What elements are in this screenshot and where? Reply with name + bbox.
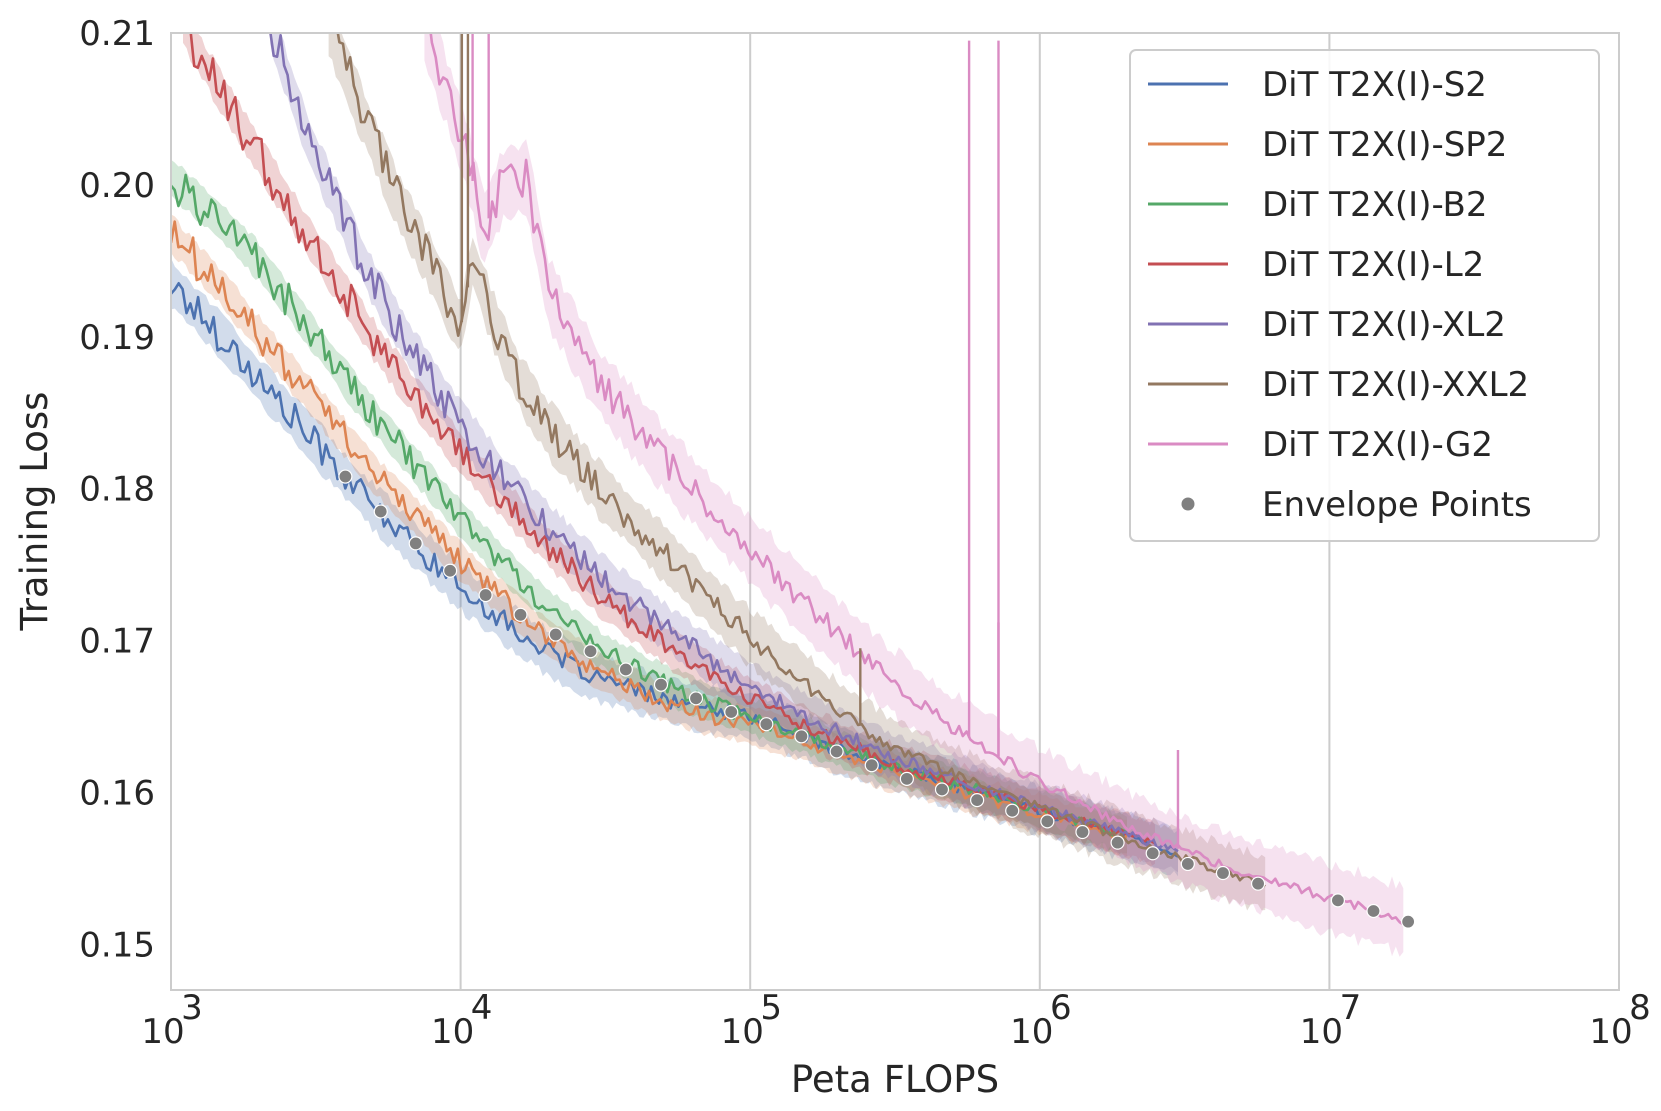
legend-box: [1129, 49, 1600, 542]
legend-label: DiT T2X(I)-S2: [1262, 65, 1487, 105]
legend-swatch: [1181, 497, 1195, 511]
y-tick-label: 0.19: [79, 318, 155, 358]
envelope-points: [338, 469, 1416, 929]
legend-entry: DiT T2X(I)-B2: [1148, 185, 1487, 225]
legend-label: Envelope Points: [1262, 485, 1532, 525]
x-tick-exponent: 3: [181, 988, 203, 1028]
envelope-point: [934, 782, 950, 797]
x-tick-base: 10: [721, 1012, 764, 1052]
legend-entry: DiT T2X(I)-L2: [1148, 245, 1484, 285]
legend: DiT T2X(I)-S2 DiT T2X(I)-SP2 DiT T2X(I)-B2…: [1129, 49, 1600, 542]
plot-frame: [170, 32, 1620, 991]
envelope-point: [759, 717, 774, 732]
series-line: [330, 33, 1266, 888]
x-axis-label: Peta FLOPS: [791, 1058, 999, 1101]
legend-entry: DiT T2X(I)-SP2: [1148, 125, 1507, 165]
y-tick-label: 0.15: [79, 925, 155, 965]
legend-entry: DiT T2X(I)-XXL2: [1148, 365, 1529, 405]
y-tick-labels: 0.15 0.16 0.17 0.18 0.19 0.20 0.21: [79, 14, 155, 965]
x-tick-exponent: 8: [1629, 988, 1651, 1028]
x-tick-base: 10: [1300, 1012, 1343, 1052]
series-band: [424, 33, 1404, 957]
y-tick-label: 0.18: [79, 470, 155, 510]
y-tick-label: 0.20: [79, 166, 155, 206]
envelope-point: [1330, 893, 1346, 908]
x-tick-exponent: 4: [471, 988, 493, 1028]
envelope-point: [1110, 835, 1125, 850]
envelope-point: [1250, 876, 1266, 891]
x-tick-base: 10: [431, 1012, 474, 1052]
envelope-point: [899, 771, 914, 786]
x-tick-base: 10: [141, 1012, 184, 1052]
envelope-point: [618, 662, 633, 677]
series-line: [429, 33, 1405, 926]
envelope-point: [1040, 814, 1055, 829]
confidence-bands: [171, 33, 1404, 957]
x-tick-exponent: 6: [1050, 988, 1072, 1028]
x-tick-label: 108: [1589, 988, 1650, 1052]
envelope-point: [864, 758, 879, 773]
legend-label: DiT T2X(I)-B2: [1262, 185, 1487, 225]
envelope-point: [1145, 846, 1160, 861]
envelope-point: [408, 536, 423, 551]
x-tick-base: 10: [1589, 1012, 1632, 1052]
x-tick-label: 107: [1300, 988, 1361, 1052]
envelope-point: [1401, 914, 1416, 929]
legend-label: DiT T2X(I)-XL2: [1262, 305, 1506, 345]
legend-entry: Envelope Points: [1181, 485, 1532, 525]
envelope-point: [1215, 865, 1231, 881]
legend-label: DiT T2X(I)-SP2: [1262, 125, 1507, 165]
envelope-point: [794, 729, 809, 744]
y-tick-label: 0.16: [79, 774, 155, 814]
series-lines: [171, 33, 1405, 926]
envelope-point: [583, 644, 598, 659]
envelope-point: [443, 563, 458, 578]
legend-label: DiT T2X(I)-L2: [1262, 245, 1484, 285]
y-axis-label: Training Loss: [13, 392, 56, 632]
x-tick-label: 105: [721, 988, 782, 1052]
series-band: [171, 257, 1178, 877]
x-tick-label: 104: [431, 988, 492, 1052]
x-tick-base: 10: [1010, 1012, 1053, 1052]
legend-entry: DiT T2X(I)-XL2: [1148, 305, 1506, 345]
envelope-point: [1005, 803, 1020, 818]
envelope-point: [653, 677, 669, 692]
legend-entry: DiT T2X(I)-G2: [1148, 425, 1493, 465]
x-tick-label: 103: [141, 988, 202, 1052]
envelope-point: [1366, 903, 1381, 919]
envelope-point: [338, 469, 353, 484]
envelope-point: [1180, 856, 1195, 872]
legend-label: DiT T2X(I)-XXL2: [1262, 365, 1529, 405]
envelope-point: [970, 793, 985, 808]
envelope-point: [548, 627, 563, 642]
legend-label: DiT T2X(I)-G2: [1262, 425, 1493, 465]
series-line: [171, 220, 1129, 843]
x-tick-exponent: 7: [1340, 988, 1362, 1028]
loss-spikes: [460, 33, 1180, 849]
envelope-point: [724, 704, 739, 720]
legend-entry: DiT T2X(I)-S2: [1148, 65, 1487, 105]
envelope-point: [688, 691, 704, 706]
envelope-point: [1075, 824, 1090, 840]
y-tick-label: 0.21: [79, 14, 155, 54]
envelope-point: [513, 607, 528, 622]
envelope-point: [829, 744, 844, 759]
x-tick-exponent: 5: [760, 988, 782, 1028]
y-tick-label: 0.17: [79, 622, 155, 662]
envelope-point: [373, 504, 388, 519]
x-tick-label: 106: [1010, 988, 1071, 1052]
envelope-point: [478, 587, 493, 603]
